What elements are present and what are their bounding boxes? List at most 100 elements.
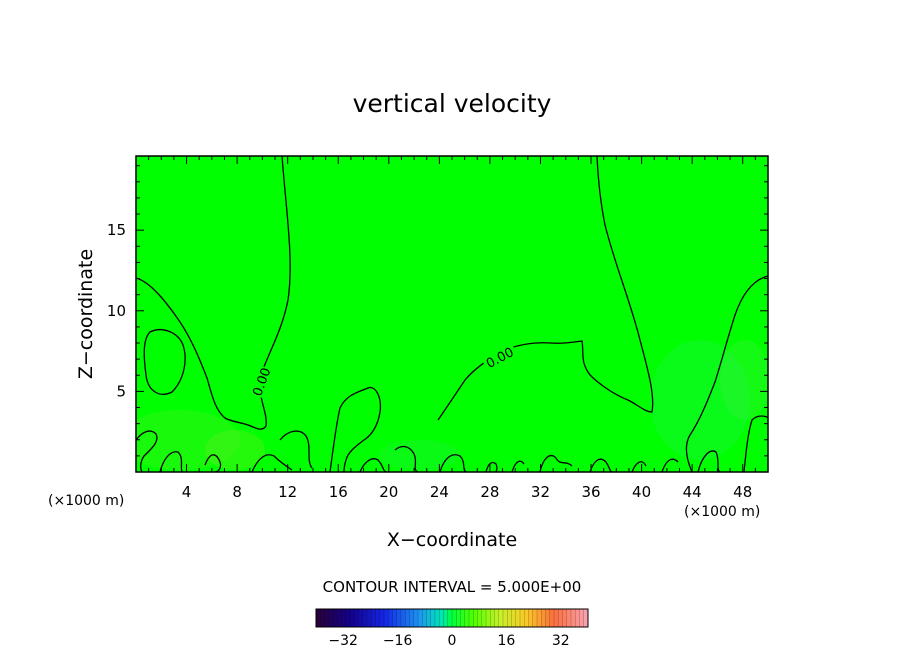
colorbar-ticks: −32 −16 0 16 32	[328, 633, 569, 649]
colorbar-swatch	[324, 609, 330, 627]
x-tick-label: 20	[379, 483, 398, 501]
colorbar-swatch	[367, 609, 372, 627]
x-axis-label: X−coordinate	[387, 529, 517, 551]
colorbar-swatch	[452, 609, 457, 627]
colorbar-swatch	[396, 609, 402, 627]
colorbar-swatch	[562, 609, 568, 627]
contour-right-edge	[685, 275, 768, 472]
colorbar-swatch	[486, 609, 491, 627]
colorbar-swatch	[341, 609, 347, 627]
colorbar-swatch	[494, 609, 500, 627]
contour-left-eddy	[143, 329, 186, 395]
x-tick-label: 16	[329, 483, 348, 501]
colorbar-swatch	[541, 609, 546, 627]
colorbar-swatch	[469, 609, 474, 627]
colorbar-swatch	[507, 609, 512, 627]
x-axis: 4 8 12 16 20 24 28 32 36 40 44 48	[148, 156, 756, 501]
contour-mid-cell	[329, 386, 382, 472]
colorbar-swatch	[350, 609, 355, 627]
colorbar-swatch	[575, 609, 580, 627]
x-tick-label: 44	[683, 483, 702, 501]
colorbar-swatch	[435, 609, 440, 627]
colorbar-swatch	[375, 609, 381, 627]
colorbar-swatch	[511, 609, 517, 627]
colorbar-swatch	[337, 609, 342, 627]
x-tick-label: 48	[733, 483, 752, 501]
colorbar-swatch	[328, 609, 334, 627]
colorbar-swatch	[554, 609, 559, 627]
colorbar-swatch	[392, 609, 398, 627]
colorbar-swatch	[447, 609, 453, 627]
colorbar-swatch	[520, 609, 525, 627]
colorbar-tick-label: −32	[328, 633, 358, 649]
y-tick-label: 15	[107, 221, 126, 239]
x-tick-label: 4	[182, 483, 192, 501]
colorbar-swatch	[473, 609, 478, 627]
colorbar-tick-label: 16	[497, 633, 515, 649]
colorbar-tick-label: −16	[383, 633, 413, 649]
colorbar-swatch	[439, 609, 444, 627]
colorbar-swatch	[503, 609, 508, 627]
colorbar-swatch	[524, 609, 529, 627]
y-axis: 5 10 15	[107, 165, 768, 457]
colorbar-frame	[315, 608, 589, 628]
colorbar-swatch	[371, 609, 376, 627]
colorbar-swatch	[316, 609, 321, 627]
x-tick-label: 24	[430, 483, 449, 501]
colorbar-swatch	[362, 609, 368, 627]
x-tick-label: 36	[581, 483, 600, 501]
colorbar-swatch	[498, 609, 504, 627]
colorbar-swatch	[566, 609, 572, 627]
colorbar	[315, 609, 589, 627]
y-tick-label: 5	[116, 382, 126, 400]
colorbar-swatch	[354, 609, 359, 627]
colorbar-swatch	[579, 609, 585, 627]
colorbar-tick-label: 32	[552, 633, 570, 649]
colorbar-swatch	[358, 609, 364, 627]
x-tick-label: 28	[480, 483, 499, 501]
colorbar-swatch	[490, 609, 495, 627]
x-unit-left: (×1000 m)	[48, 493, 124, 509]
colorbar-swatch	[430, 609, 436, 627]
colorbar-swatch	[477, 609, 483, 627]
x-tick-label: 8	[232, 483, 242, 501]
velocity-field	[136, 156, 768, 472]
colorbar-swatch	[460, 609, 466, 627]
colorbar-swatch	[418, 609, 423, 627]
colorbar-swatch	[537, 609, 542, 627]
x-unit-right: (×1000 m)	[684, 504, 760, 520]
colorbar-swatch	[384, 609, 389, 627]
chart-title: vertical velocity	[353, 89, 552, 118]
colorbar-swatch	[426, 609, 432, 627]
colorbar-swatch	[443, 609, 449, 627]
colorbar-swatch	[405, 609, 410, 627]
colorbar-swatch	[413, 609, 419, 627]
colorbar-swatch	[549, 609, 555, 627]
colorbar-swatch	[388, 609, 393, 627]
colorbar-swatch	[558, 609, 563, 627]
colorbar-swatch	[422, 609, 427, 627]
colorbar-swatch	[515, 609, 521, 627]
contour-interval-text: CONTOUR INTERVAL = 5.000E+00	[323, 578, 582, 596]
colorbar-swatch	[456, 609, 461, 627]
colorbar-swatch	[409, 609, 415, 627]
colorbar-tick-label: 0	[448, 633, 457, 649]
colorbar-swatch	[333, 609, 338, 627]
colorbar-swatch	[320, 609, 325, 627]
colorbar-swatch	[345, 609, 351, 627]
contour-small-cells	[136, 415, 768, 472]
y-axis-label: Z−coordinate	[75, 249, 97, 379]
colorbar-swatch	[481, 609, 487, 627]
x-tick-label: 32	[531, 483, 550, 501]
colorbar-swatch	[532, 609, 538, 627]
colorbar-swatch	[464, 609, 470, 627]
colorbar-swatch	[528, 609, 534, 627]
colorbar-swatch	[401, 609, 406, 627]
colorbar-swatch	[583, 609, 589, 627]
colorbar-swatch	[545, 609, 551, 627]
colorbar-swatch	[379, 609, 385, 627]
y-tick-label: 10	[107, 302, 126, 320]
x-tick-label: 40	[632, 483, 651, 501]
contour-left-updraft	[136, 156, 291, 430]
